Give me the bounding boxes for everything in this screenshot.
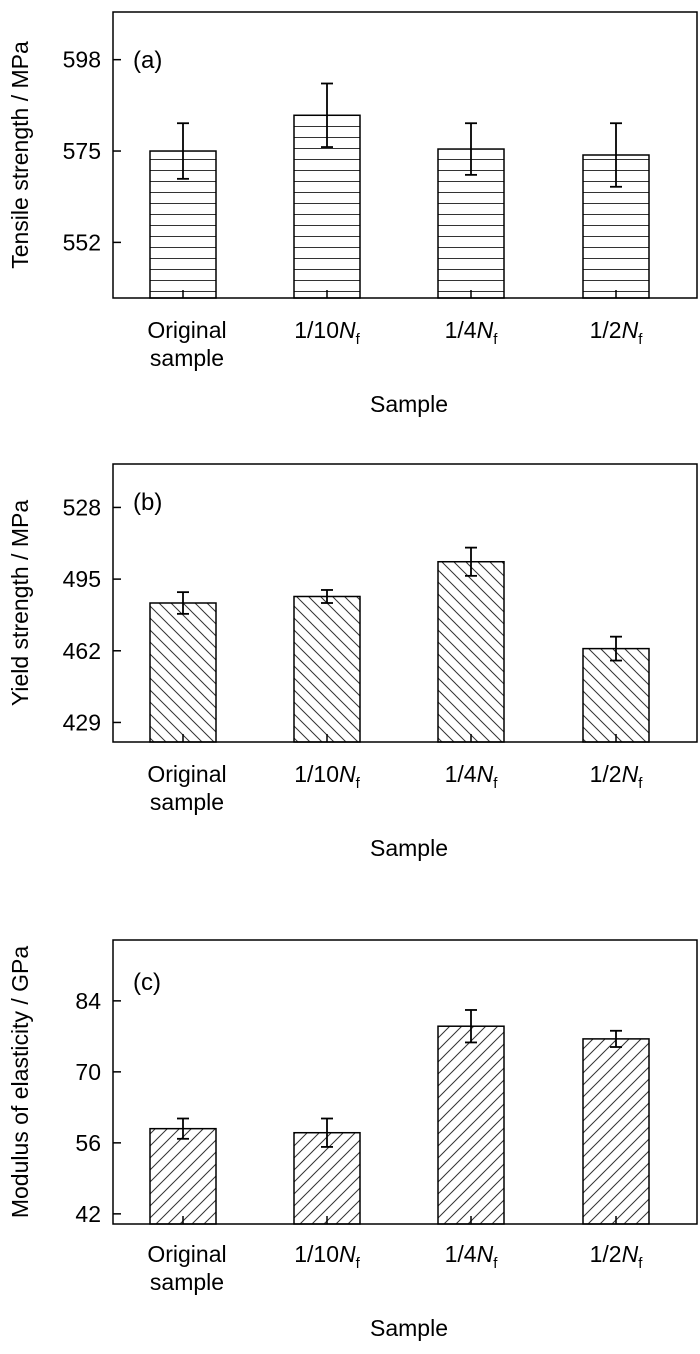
error-bar (321, 589, 333, 604)
x-tick-label: 1/2Nf (590, 1241, 644, 1272)
x-tick-label: 1/4Nf (445, 317, 499, 348)
y-tick-label: 598 (63, 47, 101, 73)
plot-frame (112, 463, 698, 743)
panel-label: (c) (133, 969, 161, 996)
panel-label: (a) (133, 47, 162, 74)
x-axis-title: Sample (370, 1315, 448, 1341)
x-tick-label: sample (150, 789, 224, 815)
bar (437, 1025, 505, 1225)
x-tick-label: Original (147, 317, 226, 343)
error-bar (465, 122, 477, 176)
x-tick-label: 1/4Nf (445, 1241, 499, 1272)
bar (293, 595, 361, 743)
y-tick-label: 462 (63, 638, 101, 664)
x-tick-label: 1/10Nf (294, 1241, 360, 1272)
x-tick-label: 1/2Nf (590, 317, 644, 348)
y-axis-title: Tensile strength / MPa (7, 41, 33, 269)
bar (582, 1038, 650, 1225)
y-tick-label: 528 (63, 494, 101, 520)
y-tick-label: 575 (63, 138, 101, 164)
error-bar (177, 1117, 189, 1140)
error-bar (177, 591, 189, 615)
y-tick-label: 552 (63, 229, 101, 255)
error-bar (465, 546, 477, 577)
x-tick-label: sample (150, 1269, 224, 1295)
y-tick-label: 84 (75, 988, 101, 1014)
y-tick-label: 429 (63, 709, 101, 735)
y-tick-label: 495 (63, 566, 101, 592)
y-tick-label: 56 (75, 1130, 101, 1156)
error-bar (177, 122, 189, 180)
error-bar (610, 1029, 622, 1048)
bar (437, 560, 505, 743)
x-tick-label: Original (147, 761, 226, 787)
y-axis-title: Modulus of elasticity / GPa (7, 946, 33, 1218)
bar (293, 1131, 361, 1225)
x-tick-label: 1/10Nf (294, 761, 360, 792)
error-bar (465, 1009, 477, 1044)
x-tick-label: sample (150, 345, 224, 371)
error-bar (610, 635, 622, 662)
x-tick-label: 1/2Nf (590, 761, 644, 792)
error-bar (610, 122, 622, 188)
x-tick-label: Original (147, 1241, 226, 1267)
bar (149, 602, 217, 743)
x-axis-title: Sample (370, 835, 448, 861)
panel-label: (b) (133, 489, 162, 516)
plot-frame (112, 11, 698, 299)
y-axis-title: Yield strength / MPa (7, 500, 33, 706)
error-bar (321, 82, 333, 148)
plot-frame (112, 939, 698, 1225)
bar (582, 647, 650, 743)
y-tick-label: 70 (75, 1059, 101, 1085)
x-tick-label: 1/10Nf (294, 317, 360, 348)
x-axis-title: Sample (370, 391, 448, 417)
bar (149, 1127, 217, 1225)
y-tick-label: 42 (75, 1201, 101, 1227)
error-bar (321, 1117, 333, 1148)
x-tick-label: 1/4Nf (445, 761, 499, 792)
